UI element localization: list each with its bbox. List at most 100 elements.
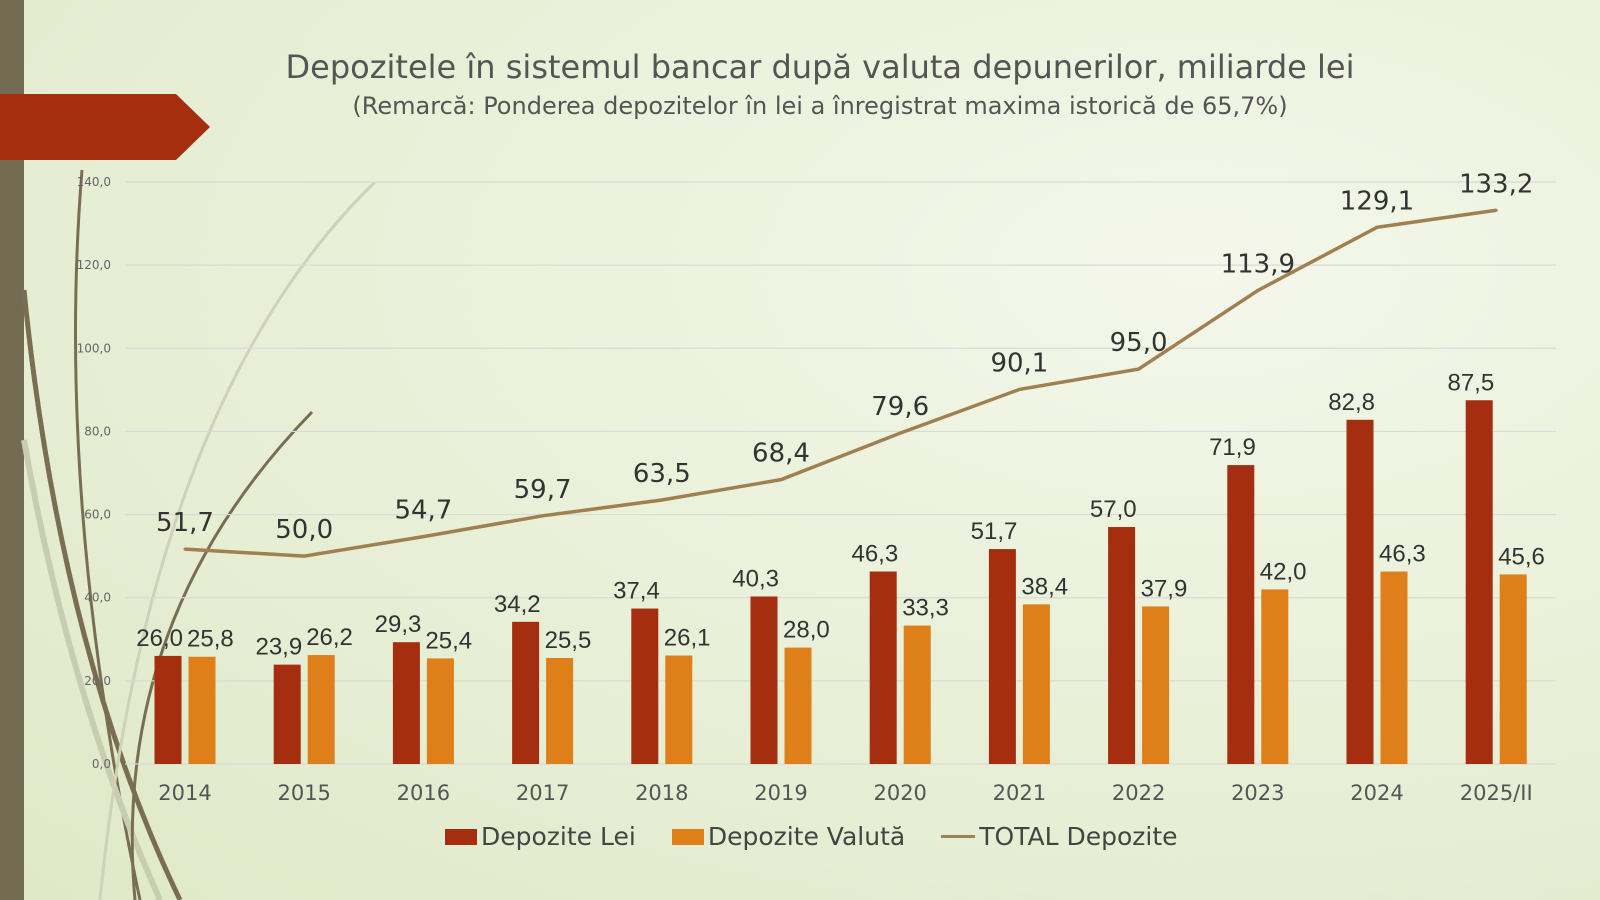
bar-depozite-valuta xyxy=(1142,606,1170,764)
legend-label: TOTAL Depozite xyxy=(979,822,1178,851)
point-total-depozite xyxy=(1256,289,1260,293)
data-label: 33,3 xyxy=(902,595,949,622)
data-label: 40,3 xyxy=(732,565,779,592)
chart-title: Depozitele în sistemul bancar după valut… xyxy=(285,48,1355,86)
point-total-depozite xyxy=(1494,208,1498,212)
title-banner-arrow xyxy=(0,94,210,160)
legend-item-total: TOTAL Depozite xyxy=(941,822,1178,851)
point-total-depozite xyxy=(421,535,425,539)
bar-depozite-valuta xyxy=(426,658,454,764)
data-label: 25,5 xyxy=(545,627,592,654)
legend-label: Depozite Lei xyxy=(481,822,636,851)
data-label: 37,9 xyxy=(1141,575,1188,602)
data-label: 82,8 xyxy=(1328,389,1375,416)
data-label: 26,0 xyxy=(136,625,183,652)
bar-depozite-lei xyxy=(988,549,1016,764)
x-tick-label: 2024 xyxy=(1350,781,1403,805)
point-total-depozite xyxy=(302,554,306,558)
bar-depozite-lei xyxy=(869,571,897,764)
bar-depozite-lei xyxy=(154,655,182,764)
legend-item-valuta: Depozite Valută xyxy=(671,822,906,851)
bar-depozite-valuta xyxy=(1022,604,1050,764)
data-label: 51,7 xyxy=(971,518,1018,545)
bar-depozite-lei xyxy=(631,608,659,764)
data-label-total: 79,6 xyxy=(871,392,929,422)
data-label-total: 68,4 xyxy=(752,439,810,469)
bar-depozite-lei xyxy=(1465,400,1493,764)
legend-label: Depozite Valută xyxy=(707,822,906,851)
legend: Depozite Lei Depozite Valută TOTAL Depoz… xyxy=(445,822,1178,851)
data-label-total: 90,1 xyxy=(990,348,1048,378)
bar-depozite-valuta xyxy=(1380,571,1408,764)
legend-swatch xyxy=(671,828,704,845)
bar-depozite-lei xyxy=(512,621,540,764)
point-total-depozite xyxy=(898,431,902,435)
data-label: 26,2 xyxy=(306,624,353,651)
chart-subtitle: (Remarcă: Ponderea depozitelor în lei a … xyxy=(352,92,1288,120)
y-tick-label: 120,0 xyxy=(77,258,111,272)
bar-depozite-lei xyxy=(392,642,420,764)
bar-depozite-valuta xyxy=(546,657,574,764)
data-label-total: 113,9 xyxy=(1221,250,1295,280)
x-tick-label: 2022 xyxy=(1112,781,1165,805)
bar-depozite-valuta xyxy=(1261,589,1289,764)
data-label: 23,9 xyxy=(255,634,302,661)
bar-depozite-lei xyxy=(750,596,778,764)
data-label: 71,9 xyxy=(1209,434,1256,461)
data-label-total: 51,7 xyxy=(156,508,214,538)
x-tick-label: 2025/II xyxy=(1460,781,1533,805)
x-tick-label: 2023 xyxy=(1231,781,1284,805)
data-label-total: 63,5 xyxy=(633,459,691,489)
bar-depozite-valuta xyxy=(307,655,335,764)
data-label-total: 95,0 xyxy=(1110,328,1168,358)
x-tick-label: 2015 xyxy=(277,781,330,805)
x-tick-label: 2014 xyxy=(158,781,211,805)
data-label-total: 133,2 xyxy=(1459,169,1533,199)
data-label: 25,8 xyxy=(187,626,234,653)
y-tick-label: 140,0 xyxy=(77,175,111,189)
x-tick-label: 2016 xyxy=(397,781,450,805)
data-label-total: 59,7 xyxy=(514,475,572,505)
data-label: 46,3 xyxy=(1379,541,1426,568)
x-tick-label: 2020 xyxy=(873,781,926,805)
data-label: 38,4 xyxy=(1021,573,1068,600)
y-tick-label: 60,0 xyxy=(84,508,111,522)
y-tick-label: 80,0 xyxy=(84,424,111,438)
x-tick-label: 2017 xyxy=(516,781,569,805)
data-label: 46,3 xyxy=(851,541,898,568)
y-tick-label: 100,0 xyxy=(77,341,111,355)
bar-depozite-lei xyxy=(1108,527,1136,764)
data-label-total: 54,7 xyxy=(394,496,452,526)
point-total-depozite xyxy=(1137,367,1141,371)
point-total-depozite xyxy=(183,547,187,551)
bar-depozite-valuta xyxy=(784,647,812,764)
bar-depozite-valuta xyxy=(1499,574,1527,764)
data-label: 25,4 xyxy=(425,627,472,654)
data-label: 42,0 xyxy=(1260,558,1307,585)
legend-swatch xyxy=(941,835,976,838)
bar-depozite-valuta xyxy=(665,655,693,764)
data-label: 87,5 xyxy=(1447,369,1494,396)
bar-depozite-lei xyxy=(273,664,301,764)
data-label: 37,4 xyxy=(613,578,660,605)
data-label: 34,2 xyxy=(494,591,541,618)
data-label-total: 50,0 xyxy=(275,515,333,545)
data-label: 45,6 xyxy=(1498,543,1545,570)
line-total-depozite xyxy=(184,208,1497,558)
data-label: 26,1 xyxy=(664,624,711,651)
bar-depozite-valuta xyxy=(903,625,931,764)
data-label-total: 129,1 xyxy=(1340,186,1414,216)
x-tick-label: 2019 xyxy=(754,781,807,805)
bar-depozite-valuta xyxy=(188,656,216,764)
legend-swatch xyxy=(445,828,477,845)
y-tick-label: 0,0 xyxy=(92,757,111,771)
data-label: 57,0 xyxy=(1090,496,1137,523)
point-total-depozite xyxy=(1017,387,1021,391)
point-total-depozite xyxy=(541,514,545,518)
y-tick-label: 20,0 xyxy=(84,674,111,688)
point-total-depozite xyxy=(1375,225,1379,229)
y-tick-label: 40,0 xyxy=(84,591,111,605)
data-label: 28,0 xyxy=(783,617,830,644)
point-total-depozite xyxy=(779,478,783,482)
